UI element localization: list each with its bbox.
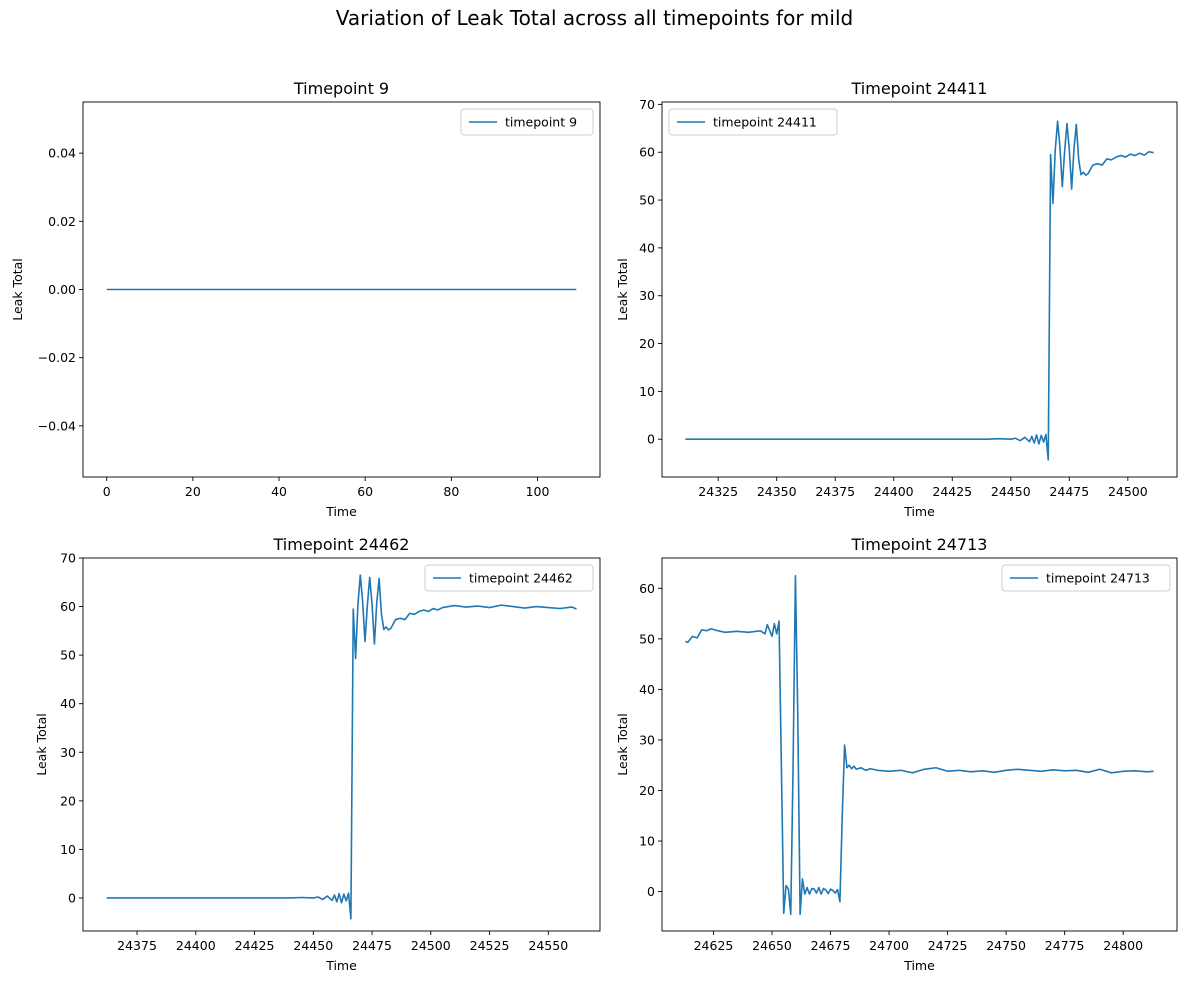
x-tick-label: 24800	[1103, 938, 1143, 953]
x-tick-label: 24450	[293, 938, 333, 953]
x-tick-label: 24475	[1049, 484, 1089, 499]
legend-label: timepoint 24462	[469, 571, 573, 586]
y-tick-label: 10	[639, 834, 655, 849]
x-tick-label: 24475	[352, 938, 392, 953]
y-tick-label: 70	[60, 551, 76, 566]
axes-frame	[661, 101, 1178, 478]
x-tick-label: 100	[526, 484, 550, 499]
x-tick-label: 24550	[528, 938, 568, 953]
subplot-title: Timepoint 24462	[273, 535, 410, 554]
x-tick-label: 24375	[117, 938, 157, 953]
x-tick-label: 24525	[470, 938, 510, 953]
x-axis-label: Time	[903, 504, 935, 519]
y-tick-label: 20	[639, 783, 655, 798]
legend-box	[1001, 564, 1171, 592]
x-tick-label: 24750	[986, 938, 1026, 953]
x-tick-label: 24325	[698, 484, 738, 499]
y-tick-label: 0	[647, 884, 655, 899]
x-tick-label: 24700	[869, 938, 909, 953]
x-tick-label: 24450	[991, 484, 1031, 499]
x-tick-label: 24350	[757, 484, 797, 499]
y-tick-label: 70	[639, 97, 655, 112]
axes-frame	[661, 557, 1178, 932]
y-tick-label: 0	[68, 890, 76, 905]
x-tick-label: 24625	[694, 938, 734, 953]
y-tick-label: 60	[60, 599, 76, 614]
x-tick-label: 24425	[235, 938, 275, 953]
y-tick-label: 10	[639, 384, 655, 399]
legend: timepoint 24713	[1001, 564, 1171, 592]
y-tick-label: 20	[60, 793, 76, 808]
subplot-title: Timepoint 24411	[851, 79, 988, 98]
y-tick-label: 40	[639, 240, 655, 255]
y-tick-label: −0.02	[38, 350, 76, 365]
subplot-1: Timepoint 9 0 20 40 60 80 100 −0.04 −0.02 0.00 0.0…	[10, 79, 601, 519]
y-axis-label: Leak Total	[615, 258, 630, 321]
y-axis-label: Leak Total	[615, 713, 630, 776]
y-tick-label: 30	[639, 288, 655, 303]
y-tick-label: 50	[60, 648, 76, 663]
y-axis-label: Leak Total	[34, 713, 49, 776]
legend-label: timepoint 9	[505, 115, 577, 130]
x-tick-label: 24650	[752, 938, 792, 953]
legend: timepoint 24411	[668, 108, 838, 136]
x-tick-label: 80	[443, 484, 459, 499]
y-tick-label: 10	[60, 842, 76, 857]
subplot-title: Timepoint 9	[293, 79, 389, 98]
y-tick-label: 60	[639, 581, 655, 596]
x-tick-label: 20	[185, 484, 201, 499]
y-tick-label: 40	[639, 682, 655, 697]
subplot-3: Timepoint 24462 24375 24400 24425 24450 24475…	[34, 535, 601, 973]
y-tick-label: 20	[639, 336, 655, 351]
x-tick-label: 24425	[932, 484, 972, 499]
x-axis-label: Time	[325, 958, 357, 973]
x-tick-label: 24375	[815, 484, 855, 499]
x-tick-label: 24725	[928, 938, 968, 953]
series-line	[106, 574, 577, 920]
x-tick-label: 24500	[1108, 484, 1148, 499]
y-tick-label: 0.04	[48, 146, 76, 161]
x-tick-label: 24400	[874, 484, 914, 499]
axes-frame	[82, 557, 601, 932]
x-tick-label: 24400	[176, 938, 216, 953]
x-tick-label: 60	[357, 484, 373, 499]
legend-box	[460, 108, 594, 136]
y-axis-label: Leak Total	[10, 258, 25, 321]
legend-box	[668, 108, 838, 136]
legend: timepoint 9	[460, 108, 594, 136]
subplot-4: Timepoint 24713 24625 24650 24675 24700 24725…	[615, 535, 1178, 973]
y-tick-label: −0.04	[38, 418, 76, 433]
y-tick-label: 50	[639, 193, 655, 208]
y-tick-label: 50	[639, 631, 655, 646]
x-tick-label: 0	[103, 484, 111, 499]
x-tick-label: 24675	[811, 938, 851, 953]
y-tick-label: 30	[639, 732, 655, 747]
x-axis-label: Time	[325, 504, 357, 519]
legend: timepoint 24462	[424, 564, 594, 592]
subplot-title: Timepoint 24713	[851, 535, 988, 554]
x-tick-label: 40	[271, 484, 287, 499]
y-tick-label: 0.02	[48, 214, 76, 229]
subplot-2: Timepoint 24411 24325 24350 24375 24400 24425…	[615, 79, 1178, 519]
series-line	[685, 120, 1154, 461]
y-tick-label: 40	[60, 696, 76, 711]
x-tick-label: 24775	[1045, 938, 1085, 953]
series-line	[685, 574, 1154, 916]
figure-title: Variation of Leak Total across all timep…	[335, 6, 854, 30]
y-tick-label: 0	[647, 432, 655, 447]
y-tick-label: 0.00	[48, 282, 76, 297]
legend-box	[424, 564, 594, 592]
legend-label: timepoint 24713	[1046, 571, 1150, 586]
legend-label: timepoint 24411	[713, 115, 817, 130]
y-tick-label: 30	[60, 745, 76, 760]
x-axis-label: Time	[903, 958, 935, 973]
y-tick-label: 60	[639, 145, 655, 160]
x-tick-label: 24500	[411, 938, 451, 953]
